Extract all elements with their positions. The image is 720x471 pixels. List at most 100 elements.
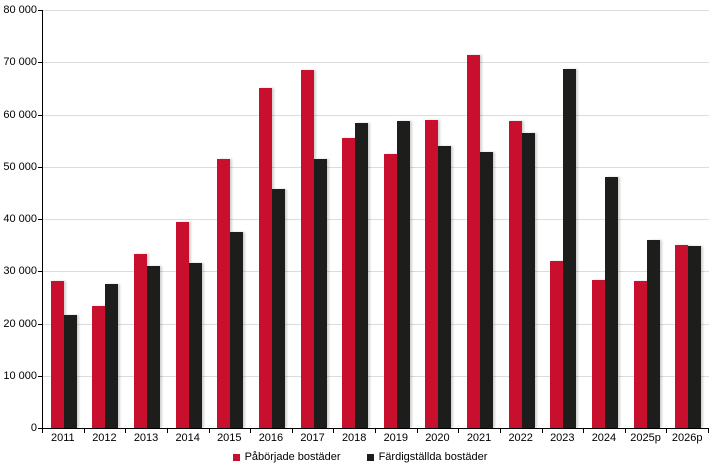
bar-completed-2020	[438, 145, 452, 428]
y-axis-tick-label: 0	[30, 422, 37, 434]
bar-completed-2016	[271, 188, 285, 428]
bar-started-2013	[134, 254, 148, 428]
x-axis-label-2024: 2024	[591, 432, 617, 444]
bar-group-2021	[459, 10, 501, 428]
x-axis-label-2023: 2023	[550, 432, 575, 444]
bar-completed-2019	[396, 120, 410, 428]
bar-completed-2014	[188, 263, 202, 428]
y-axis-tick	[38, 62, 42, 63]
gridline	[43, 62, 709, 64]
y-axis-tick-label: 80 000	[3, 4, 37, 16]
x-axis-label-2020: 2020	[425, 432, 450, 444]
y-axis-tick	[38, 10, 42, 11]
x-axis-tick	[125, 429, 127, 433]
gridline	[43, 323, 709, 325]
x-axis-tick	[375, 429, 376, 433]
x-axis-label-2021: 2021	[466, 432, 492, 444]
x-axis-tick	[541, 429, 543, 433]
x-axis-tick	[583, 429, 585, 433]
legend-label-started: Påbörjade bostäder	[244, 451, 341, 463]
y-axis-tick-label: 40 000	[3, 213, 37, 225]
x-axis-label-2022: 2022	[508, 432, 533, 444]
bar-started-2022	[508, 120, 522, 428]
gridline	[43, 114, 709, 116]
bar-group-2018	[334, 10, 376, 428]
x-axis-tick	[83, 429, 85, 433]
bar-started-2018	[342, 138, 356, 428]
bar-completed-2012	[105, 283, 119, 428]
bar-group-2020	[418, 10, 460, 428]
legend-item-completed: Färdigställda bostäder	[366, 451, 487, 463]
x-axis-label-2014: 2014	[175, 432, 200, 444]
x-axis-tick	[42, 429, 43, 433]
bar-started-2020	[425, 119, 439, 428]
bar-group-2022	[501, 10, 543, 428]
bar-group-2017	[293, 10, 335, 428]
x-axis-tick	[166, 429, 168, 433]
x-axis-label-2013: 2013	[133, 432, 159, 444]
legend-swatch-started-icon	[232, 453, 240, 461]
legend-swatch-completed-icon	[366, 453, 374, 461]
bar-completed-2025p	[646, 240, 660, 428]
bar-started-2011	[50, 281, 64, 428]
x-axis-label-2011: 2011	[50, 432, 75, 444]
x-axis-tick	[250, 429, 252, 433]
y-axis-tick-label: 70 000	[3, 56, 37, 69]
x-axis-tick	[499, 429, 501, 433]
y-axis-tick	[38, 428, 42, 429]
x-axis-label-2016: 2016	[258, 432, 284, 444]
legend-item-started: Påbörjade bostäder	[232, 451, 341, 463]
gridline	[43, 10, 709, 11]
x-axis-label-2015: 2015	[217, 432, 242, 444]
gridline	[43, 375, 709, 377]
y-axis-tick	[38, 115, 42, 116]
x-axis-tick	[666, 429, 668, 433]
y-axis-tick	[38, 167, 42, 168]
bar-group-2014	[168, 10, 210, 428]
bar-group-2024	[584, 10, 626, 428]
bar-started-2016	[258, 88, 272, 428]
bar-completed-2022	[521, 132, 535, 428]
bar-completed-2015	[230, 231, 244, 428]
bar-group-2026p	[667, 10, 709, 428]
bar-started-2021	[467, 54, 481, 428]
bar-started-2023	[550, 260, 564, 428]
x-axis-tick	[416, 429, 418, 433]
y-axis-tick-label: 50 000	[3, 160, 37, 173]
bar-group-2025p	[626, 10, 668, 428]
gridline	[43, 166, 709, 168]
bar-started-2014	[175, 222, 189, 428]
bar-group-2013	[126, 10, 168, 428]
x-axis-label-2025p: 2025p	[630, 432, 661, 444]
gridline	[43, 271, 709, 273]
y-axis-tick-label: 60 000	[3, 108, 37, 121]
x-axis-tick	[333, 429, 335, 433]
y-axis-tick-label: 30 000	[3, 265, 37, 278]
y-axis-tick	[38, 219, 42, 220]
legend: Påbörjade bostäder Färdigställda bostäde…	[0, 451, 720, 463]
x-axis-label-2012: 2012	[92, 432, 117, 444]
bar-group-2019	[376, 10, 418, 428]
bar-completed-2023	[563, 68, 577, 428]
plot-area	[42, 10, 709, 429]
bar-completed-2026p	[688, 246, 702, 428]
bar-completed-2017	[313, 159, 327, 428]
x-axis-tick	[624, 429, 626, 433]
gridline	[43, 219, 709, 220]
bar-completed-2018	[355, 123, 369, 428]
bar-started-2019	[383, 154, 397, 428]
bar-completed-2011	[63, 315, 77, 428]
bar-group-2015	[210, 10, 252, 428]
y-axis-tick	[38, 376, 42, 377]
bar-started-2024	[591, 280, 605, 428]
bar-completed-2024	[604, 176, 618, 428]
x-axis-tick	[208, 429, 210, 433]
y-axis-tick-label: 20 000	[3, 317, 37, 330]
y-axis-tick	[38, 271, 42, 272]
x-axis-label-2018: 2018	[341, 432, 367, 444]
bar-started-2026p	[675, 244, 689, 428]
y-axis-tick-label: 10 000	[3, 369, 37, 382]
bar-group-2011	[43, 10, 85, 428]
x-axis-labels: 2011 2012 2013 2014 2015 2016 2017 2018 2019 2020…	[42, 432, 708, 445]
